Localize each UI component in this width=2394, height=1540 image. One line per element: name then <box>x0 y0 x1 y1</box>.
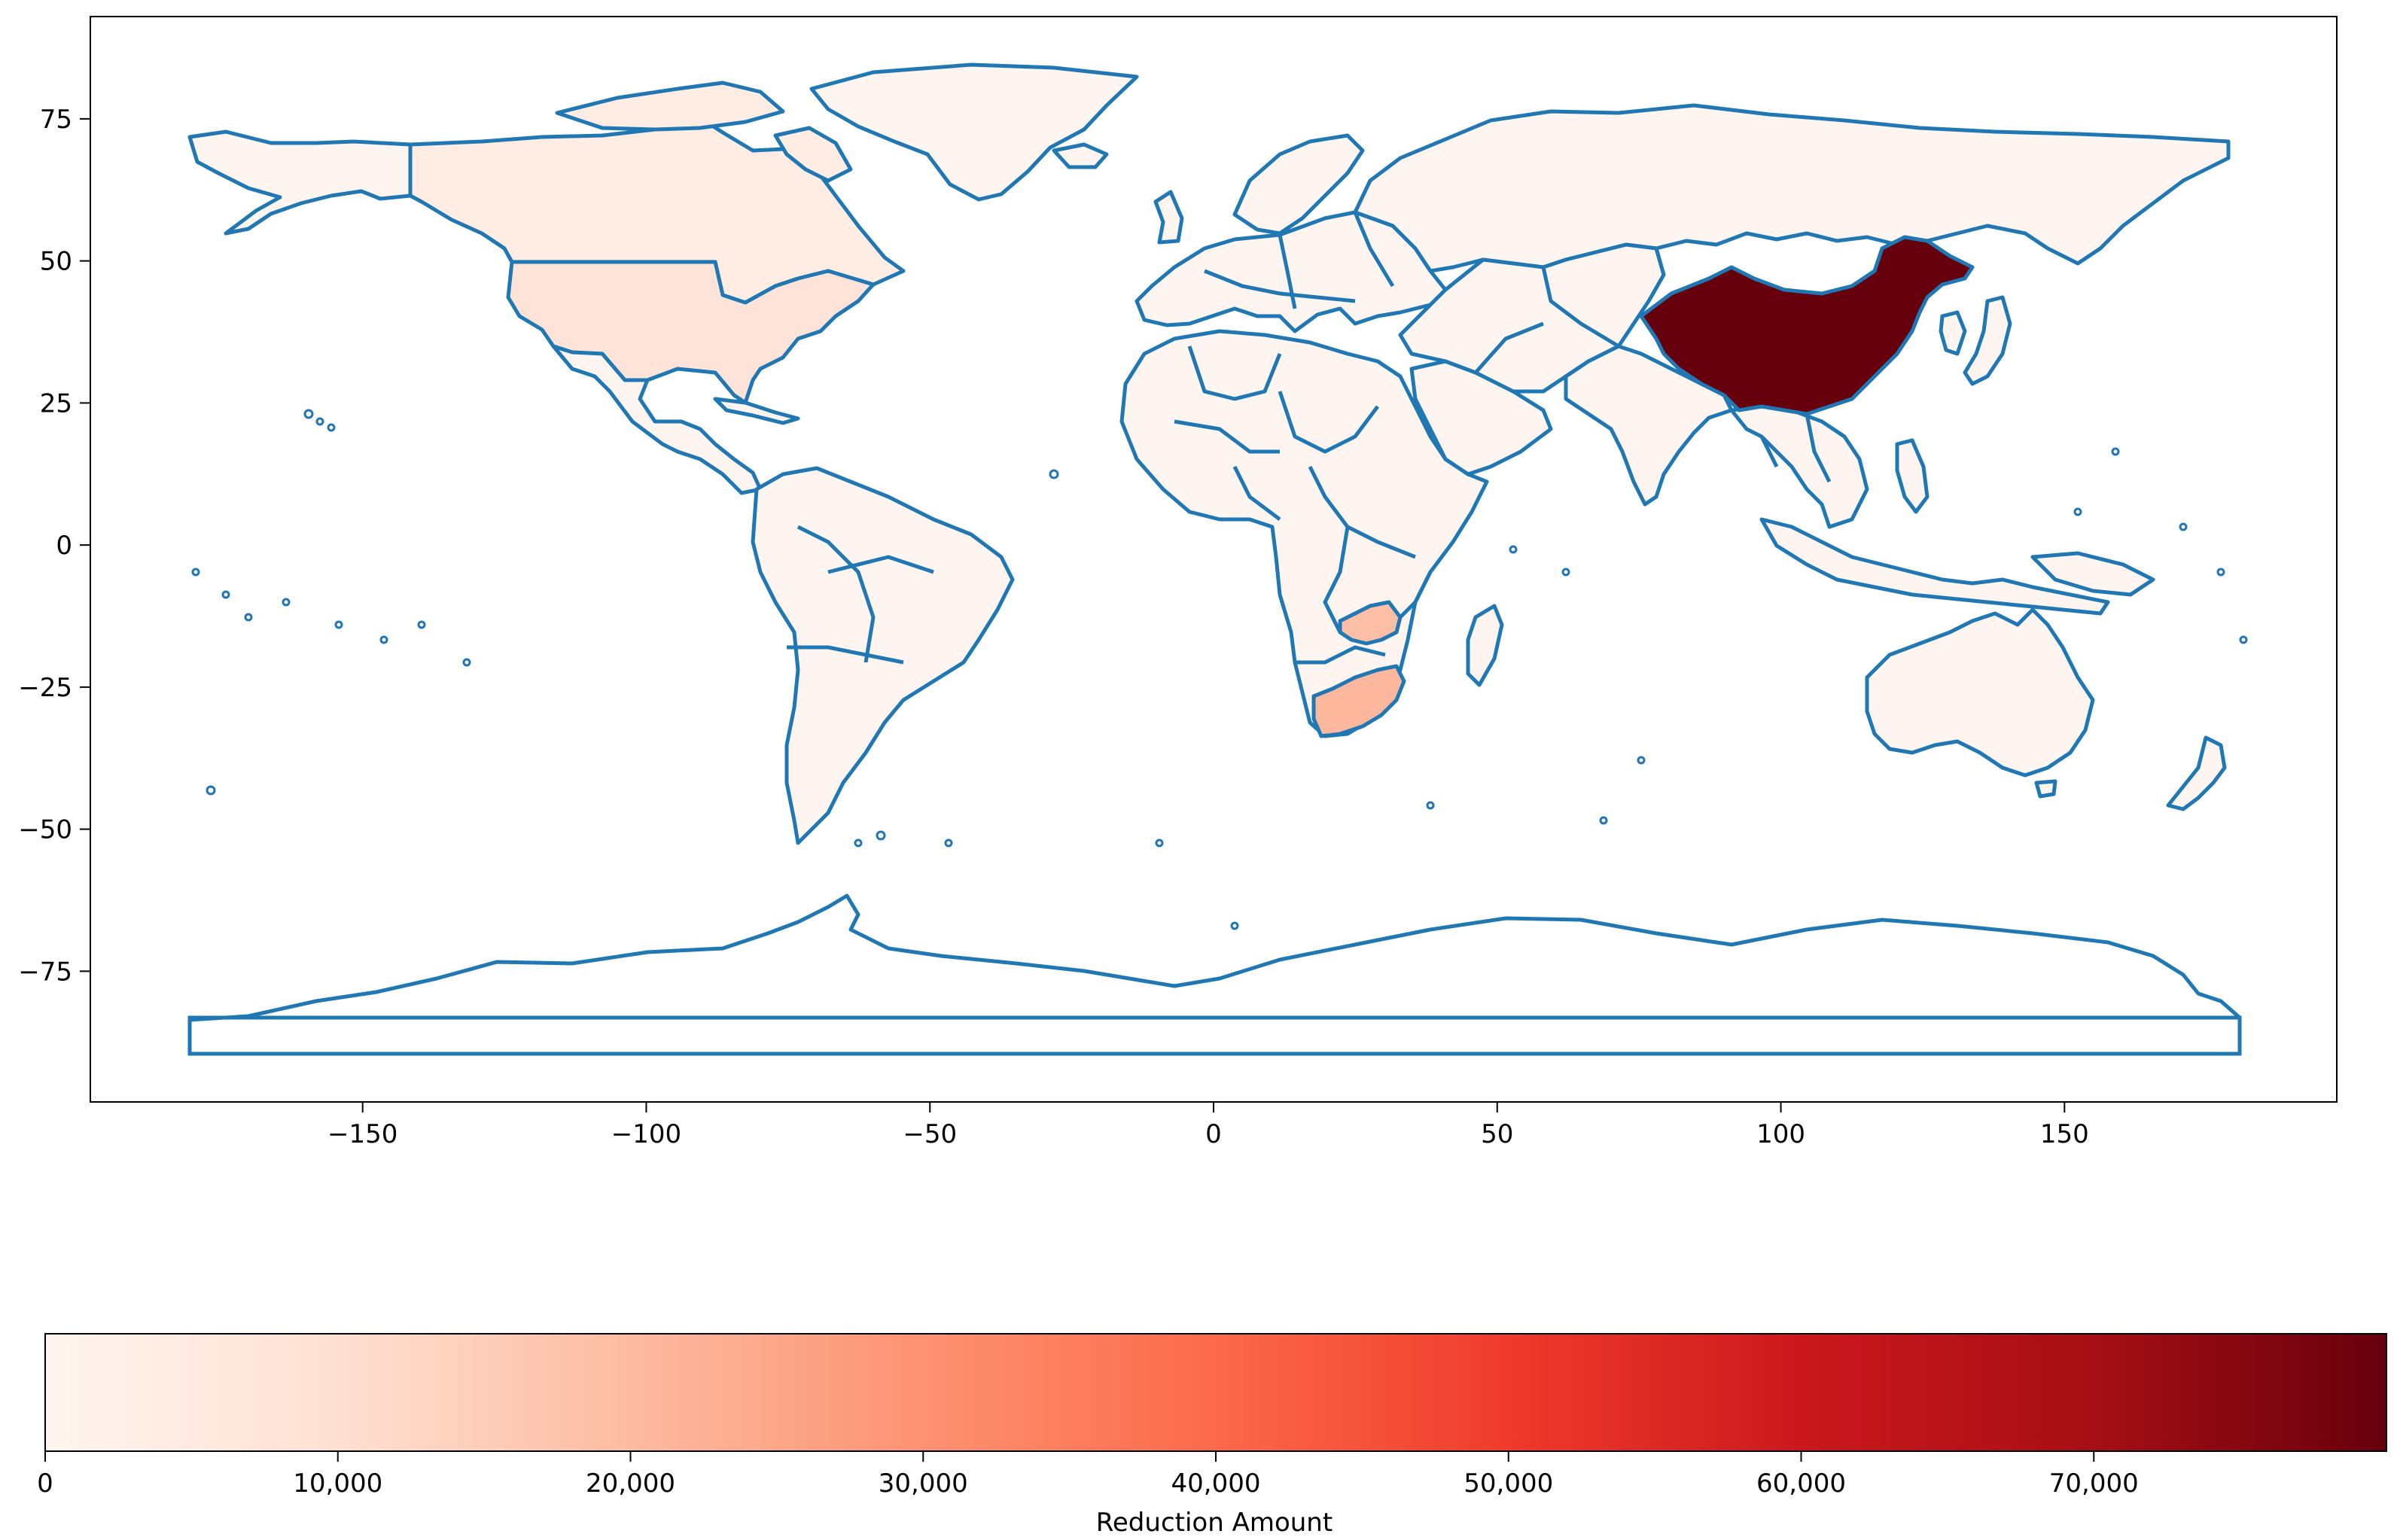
region-japan <box>1963 295 2012 386</box>
region-zambia <box>1338 600 1403 646</box>
map-y-tick-label: 0 <box>56 531 72 561</box>
region-caribbean <box>713 397 800 425</box>
map-y-tick-label: 50 <box>40 247 72 277</box>
country-borders <box>408 145 1832 665</box>
map-y-tick-label: −50 <box>18 815 72 845</box>
map-x-axis: −150 −100 −50 0 50 100 150 <box>327 1102 2089 1149</box>
map-x-tick-label: −100 <box>611 1119 681 1149</box>
map-x-tick-label: 50 <box>1481 1119 1513 1149</box>
region-great-britain <box>1153 190 1184 245</box>
small-islands <box>191 409 2248 930</box>
region-south-america <box>751 466 1015 845</box>
map-y-tick-label: 75 <box>40 105 72 135</box>
region-philippines <box>1895 438 1930 514</box>
map-y-axis: 75 50 25 0 −25 −50 −75 <box>18 105 90 987</box>
map-x-tick-label: 150 <box>2040 1119 2089 1149</box>
colorbar-tick-label: 20,000 <box>586 1468 675 1499</box>
map-x-tick-label: 100 <box>1756 1119 1805 1149</box>
map-layer <box>187 62 2248 1056</box>
colorbar-tick-label: 0 <box>37 1468 53 1499</box>
region-madagascar <box>1466 604 1504 687</box>
colorbar-tick-label: 10,000 <box>293 1468 382 1499</box>
colorbar-tick-label: 50,000 <box>1464 1468 1553 1499</box>
map-x-tick-label: −150 <box>327 1119 397 1149</box>
region-antarctica <box>187 893 2242 1056</box>
region-greenland <box>809 62 1139 202</box>
colorbar-gradient <box>44 1333 2387 1452</box>
map-y-tick-label: −25 <box>18 673 72 703</box>
region-new-zealand <box>2166 735 2227 811</box>
region-indonesia <box>1759 517 2110 616</box>
region-scandinavia <box>1232 133 1365 236</box>
region-new-guinea <box>2030 551 2155 597</box>
region-canada-arctic-islands <box>555 81 785 132</box>
region-alaska <box>187 129 413 236</box>
colorbar-tick-label: 40,000 <box>1171 1468 1261 1499</box>
map-x-tick-label: −50 <box>903 1119 957 1149</box>
colorbar-axis: 0 10,000 20,000 30,000 40,000 50,000 60,000 70,… <box>37 1451 2139 1499</box>
region-south-asia <box>1564 344 1734 507</box>
map-y-tick-label: 25 <box>40 388 72 418</box>
region-iceland <box>1052 142 1109 169</box>
colorbar-label: Reduction Amount <box>1096 1508 1333 1538</box>
region-australia <box>1865 607 2095 778</box>
region-korea <box>1939 310 1967 356</box>
colorbar-tick-label: 70,000 <box>2049 1468 2139 1499</box>
region-south-africa <box>1311 664 1406 738</box>
region-china <box>1639 235 1975 416</box>
region-tasmania <box>2034 779 2057 799</box>
region-baffin-island <box>773 126 853 183</box>
colorbar-tick-label: 30,000 <box>879 1468 968 1499</box>
antarctica-base-outline <box>187 1015 2242 1056</box>
colorbar-tick-label: 60,000 <box>1756 1468 1846 1499</box>
map-x-tick-label: 0 <box>1205 1119 1222 1149</box>
map-y-tick-label: −75 <box>18 957 72 987</box>
region-mexico-central-america <box>551 344 763 495</box>
